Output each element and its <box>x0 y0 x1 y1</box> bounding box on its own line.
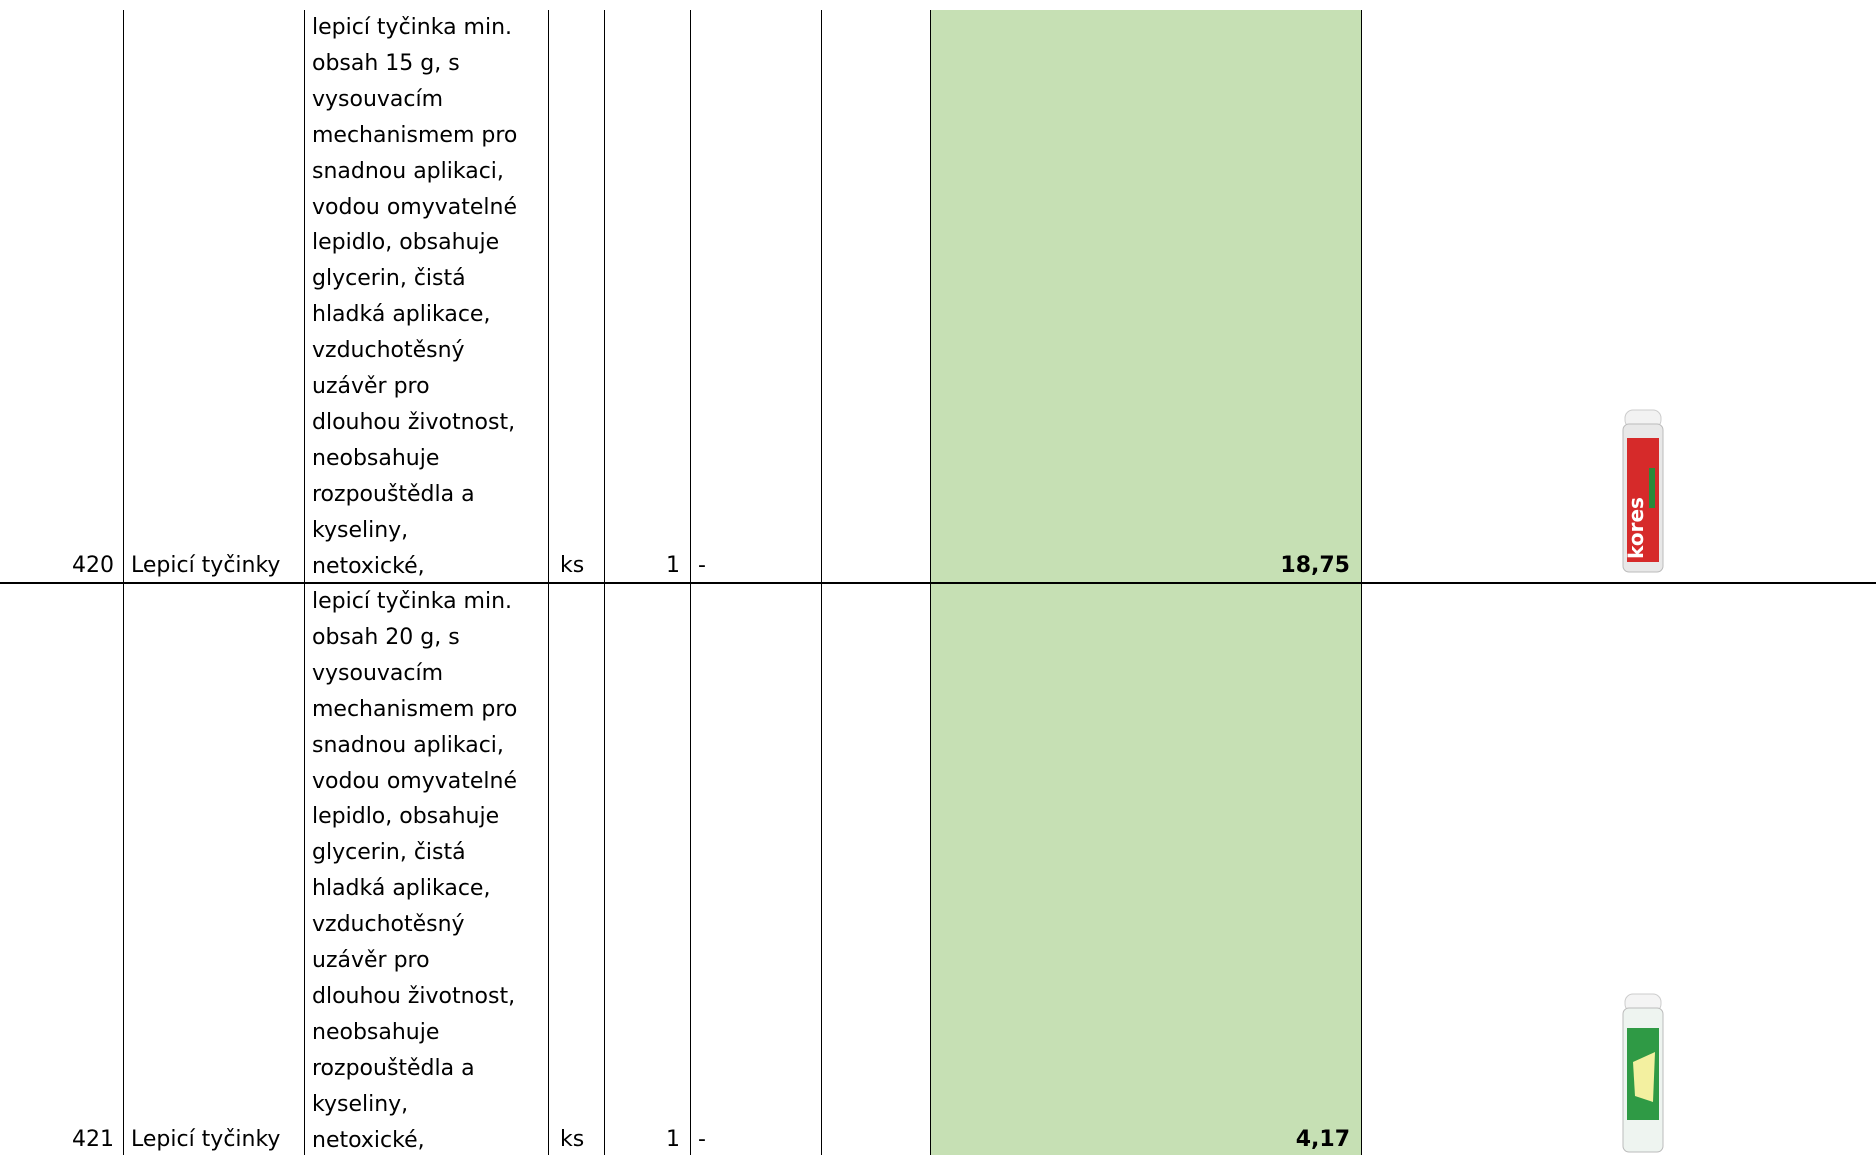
price: 18,75 <box>1280 553 1350 578</box>
row-border <box>0 582 1876 584</box>
item-description: lepicí tyčinka min. obsah 15 g, s vysouvac… <box>312 10 517 585</box>
unit: ks <box>560 1127 585 1152</box>
description-line: neobsahuje <box>312 1019 440 1045</box>
description-line: neobsahuje <box>312 445 440 471</box>
quantity: 1 <box>666 1127 680 1152</box>
description-line: dlouhou životnost, <box>312 983 516 1009</box>
description-line: hladká aplikace, <box>312 876 491 902</box>
description-line: netoxické, <box>312 1127 425 1153</box>
description-line: lepicí tyčinka min. <box>312 15 513 40</box>
description-line: vodou omyvatelné <box>312 194 518 220</box>
unit: ks <box>560 553 585 578</box>
description-line: kyseliny, <box>312 1091 409 1117</box>
description-line: lepicí tyčinka min. <box>312 589 513 614</box>
item-description: lepicí tyčinka min. obsah 20 g, s vysouvac… <box>312 584 517 1155</box>
description-line: mechanismem pro <box>312 122 518 148</box>
price: 4,17 <box>1295 1127 1350 1152</box>
product-image: kores <box>1622 409 1664 573</box>
svg-text:kores: kores <box>1624 497 1648 559</box>
dash: - <box>698 553 706 578</box>
description-line: rozpouštědla a <box>312 1055 475 1081</box>
description-line: snadnou aplikaci, <box>312 732 504 758</box>
description-line: uzávěr pro <box>312 948 430 974</box>
description-line: glycerin, čistá <box>312 840 466 866</box>
row-number: 421 <box>72 1127 114 1152</box>
description-line: kyseliny, <box>312 517 409 543</box>
item-name: Lepicí tyčinky <box>131 1127 281 1152</box>
description-line: vysouvacím <box>312 86 444 112</box>
table-row: 420 Lepicí tyčinky lepicí tyčinka min. obsa… <box>0 10 1876 584</box>
description-line: mechanismem pro <box>312 696 518 722</box>
description-line: hladká aplikace, <box>312 302 491 328</box>
dash: - <box>698 1127 706 1152</box>
description-line: glycerin, čistá <box>312 266 466 292</box>
description-line: lepidlo, obsahuje <box>312 230 500 256</box>
description-line: lepidlo, obsahuje <box>312 804 500 830</box>
description-line: dlouhou životnost, <box>312 409 516 435</box>
description-line: rozpouštědla a <box>312 481 475 507</box>
row-number: 420 <box>72 553 114 578</box>
description-line: obsah 20 g, s <box>312 624 460 650</box>
description-line: obsah 15 g, s <box>312 50 460 76</box>
description-line: snadnou aplikaci, <box>312 158 504 184</box>
description-line: netoxické, <box>312 553 425 579</box>
description-line: vysouvacím <box>312 660 444 686</box>
item-name: Lepicí tyčinky <box>131 553 281 578</box>
product-image <box>1622 993 1664 1153</box>
table-row: 421 Lepicí tyčinky lepicí tyčinka min. obsa… <box>0 584 1876 1155</box>
description-line: vzduchotěsný <box>312 912 465 938</box>
description-line: vodou omyvatelné <box>312 768 518 794</box>
description-line: vzduchotěsný <box>312 338 465 364</box>
quantity: 1 <box>666 553 680 578</box>
description-line: uzávěr pro <box>312 374 430 400</box>
